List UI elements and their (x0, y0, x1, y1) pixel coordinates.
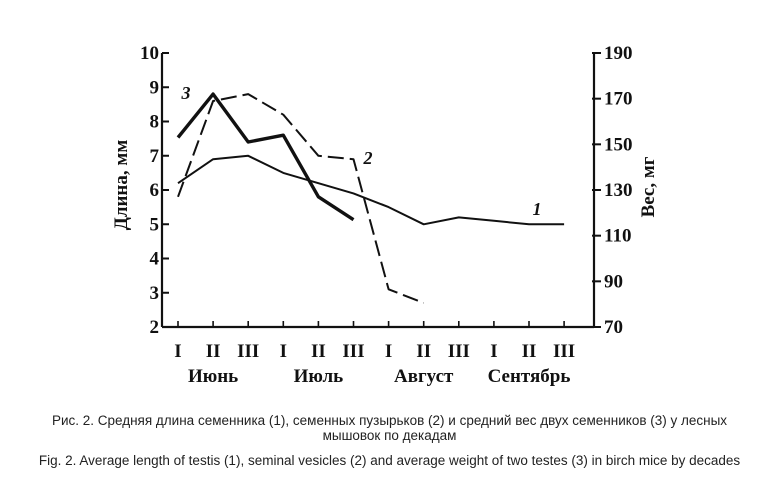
y-left-tick-label: 8 (150, 112, 160, 133)
y-axis-right-title: Вес, мг (638, 156, 659, 217)
x-decade-label: III (448, 341, 470, 362)
x-decade-label: III (342, 341, 364, 362)
y-right-tick-label: 150 (604, 134, 633, 155)
x-decade-label: III (237, 341, 259, 362)
x-decade-label: II (416, 341, 431, 362)
x-decade-label: II (206, 341, 221, 362)
y-left-tick-label: 4 (150, 249, 160, 270)
y-left-tick-label: 2 (150, 317, 160, 338)
axes (160, 53, 596, 329)
y-right-tick-label: 70 (604, 317, 623, 338)
y-left-tick-label: 9 (150, 77, 160, 98)
x-decade-label: III (553, 341, 575, 362)
y-left-tick-label: 5 (150, 214, 160, 235)
y-right-tick-label: 90 (604, 271, 623, 292)
left-axis-ticks: 2 3 4 5 6 7 8 9 10 (140, 43, 169, 338)
y-right-tick-label: 130 (604, 180, 633, 201)
x-month-label: Сентябрь (488, 366, 571, 387)
x-decade-label: I (385, 341, 392, 362)
y-left-tick-label: 10 (140, 43, 159, 64)
series-labels: 1 2 3 (181, 83, 542, 219)
y-left-tick-label: 3 (150, 283, 160, 304)
y-right-tick-label: 110 (604, 226, 631, 247)
figure-caption-en: Fig. 2. Average length of testis (1), se… (38, 453, 741, 468)
x-decade-label: II (311, 341, 326, 362)
x-month-label: Август (394, 366, 454, 387)
x-decade-label: II (522, 341, 537, 362)
x-decade-labels: I II III I II III I II III I II III (174, 321, 575, 362)
series-2-label: 2 (363, 148, 373, 168)
y-right-tick-label: 190 (604, 43, 633, 64)
x-month-labels: Июнь Июль Август Сентябрь (188, 366, 570, 387)
series-1-label: 1 (533, 199, 542, 219)
x-month-label: Июль (294, 366, 344, 387)
figure-caption-ru: Рис. 2. Средняя длина семенника (1), сем… (51, 413, 728, 443)
x-decade-label: I (490, 341, 497, 362)
y-axis-left-title: Длина, мм (111, 140, 132, 231)
series-3-line (176, 92, 355, 222)
right-axis-ticks: 70 90 110 130 150 170 190 (592, 43, 633, 338)
series-3-label: 3 (181, 83, 191, 103)
series-1-line (177, 154, 565, 226)
series-lines (176, 92, 565, 304)
x-decade-label: I (174, 341, 181, 362)
x-month-label: Июнь (188, 366, 238, 387)
y-left-tick-label: 7 (150, 146, 160, 167)
y-right-tick-label: 170 (604, 89, 633, 110)
series-2-line (177, 93, 425, 304)
x-decade-label: I (280, 341, 287, 362)
y-left-tick-label: 6 (150, 180, 160, 201)
